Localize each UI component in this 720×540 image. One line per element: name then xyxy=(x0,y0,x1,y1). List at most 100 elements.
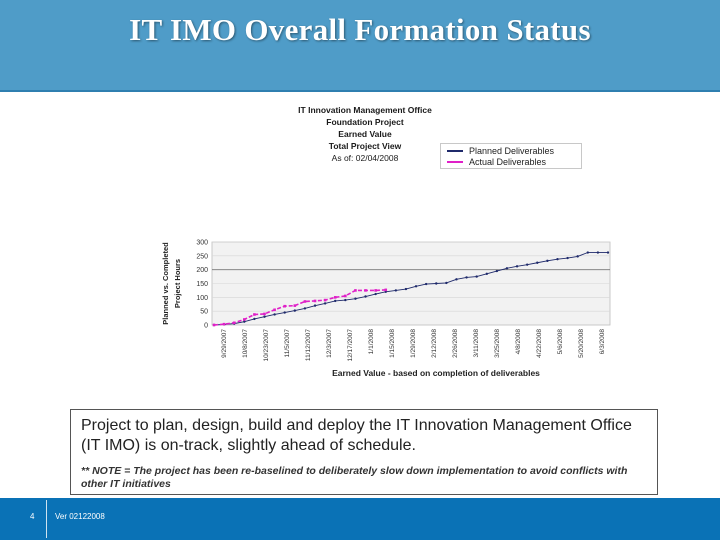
data-point-planned xyxy=(485,272,488,276)
data-point-planned xyxy=(566,256,569,260)
data-point-planned xyxy=(414,285,418,288)
legend-swatch-actual xyxy=(447,160,463,163)
data-point-planned xyxy=(596,251,600,254)
data-point-planned xyxy=(465,276,468,279)
chart-title-line-5: As of: 02/04/2008 xyxy=(331,153,399,163)
legend-label-actual: Actual Deliverables xyxy=(469,156,547,167)
legend-item-planned: Planned Deliverables xyxy=(447,145,554,156)
data-point-planned xyxy=(364,295,367,298)
footer-bar xyxy=(0,498,720,540)
data-point-actual xyxy=(293,304,297,307)
data-point-actual xyxy=(384,288,388,292)
data-point-planned xyxy=(455,278,458,281)
data-point-planned xyxy=(243,320,246,323)
x-tick-label: 5/20/2008 xyxy=(578,329,585,358)
x-tick-label: 4/8/2008 xyxy=(515,329,522,355)
data-point-planned xyxy=(374,292,377,296)
data-point-planned xyxy=(384,290,387,293)
y-tick-label: 250 xyxy=(196,253,208,260)
data-point-actual xyxy=(303,300,307,303)
data-point-planned xyxy=(394,289,398,292)
x-tick-label: 1/29/2008 xyxy=(410,329,417,358)
y-tick-label: 300 xyxy=(196,240,208,247)
slide-title: IT IMO Overall Formation Status xyxy=(129,12,591,47)
y-tick-label: 100 xyxy=(196,295,208,302)
y-tick-label: 50 xyxy=(200,309,208,316)
x-tick-label: 2/26/2008 xyxy=(452,329,459,358)
x-tick-label: 1/15/2008 xyxy=(389,329,396,358)
data-point-actual xyxy=(364,289,367,292)
data-point-planned xyxy=(546,259,549,263)
x-tick-label: 11/5/2007 xyxy=(284,329,291,358)
data-point-actual xyxy=(283,304,287,308)
data-point-actual xyxy=(263,312,266,316)
data-point-actual xyxy=(313,299,317,303)
title-banner: IT IMO Overall Formation Status xyxy=(0,0,720,92)
data-point-actual xyxy=(243,318,246,321)
x-tick-label: 1/1/2008 xyxy=(368,329,375,355)
data-point-planned xyxy=(495,269,499,273)
data-point-planned xyxy=(323,302,327,305)
data-point-actual xyxy=(323,298,327,302)
data-point-actual xyxy=(273,308,276,312)
x-tick-label: 6/3/2008 xyxy=(599,329,606,355)
data-point-actual xyxy=(222,322,226,326)
summary-box: Project to plan, design, build and deplo… xyxy=(70,409,658,495)
earned-value-chart: 0 50 100 150 200 250 300 Planned vs. Completed P… xyxy=(161,240,611,378)
y-tick-label: 150 xyxy=(196,281,208,288)
data-point-planned xyxy=(586,251,589,254)
data-point-planned xyxy=(273,313,276,316)
data-point-planned xyxy=(445,281,448,285)
x-tick-label: 9/29/2007 xyxy=(221,329,228,358)
data-point-actual xyxy=(253,313,256,316)
data-point-planned xyxy=(525,263,529,266)
x-tick-label: 10/23/2007 xyxy=(263,329,270,362)
data-point-planned xyxy=(253,317,256,321)
data-point-planned xyxy=(293,309,297,312)
chart-title-line-3: Earned Value xyxy=(338,129,392,139)
y-axis-label: Planned vs. Completed xyxy=(161,242,170,325)
data-point-planned xyxy=(576,255,579,258)
legend-swatch-planned xyxy=(447,149,463,152)
data-point-actual xyxy=(212,323,216,327)
data-point-planned xyxy=(354,297,357,300)
data-point-planned xyxy=(313,304,317,307)
legend-label-planned: Planned Deliverables xyxy=(469,145,555,156)
chart-title-line-1: IT Innovation Management Office xyxy=(298,105,432,115)
series-line-planned xyxy=(213,252,608,326)
x-tick-label: 4/22/2008 xyxy=(536,329,543,358)
chart-title-line-4: Total Project View xyxy=(328,141,402,151)
data-point-actual xyxy=(354,289,357,292)
x-tick-label: 10/8/2007 xyxy=(242,329,249,358)
data-point-planned xyxy=(404,287,408,291)
footer-divider xyxy=(46,500,47,538)
summary-text: Project to plan, design, build and deplo… xyxy=(81,417,632,454)
x-tick-label: 3/11/2008 xyxy=(473,329,480,358)
x-tick-label: 11/12/2007 xyxy=(305,329,312,361)
data-point-planned xyxy=(344,298,347,302)
x-tick-label: 3/25/2008 xyxy=(494,329,501,358)
y-axis-label: Project Hours xyxy=(173,259,182,308)
x-tick-label: 12/3/2007 xyxy=(326,329,333,358)
data-point-planned xyxy=(303,307,307,310)
data-point-planned xyxy=(263,315,266,318)
data-point-planned xyxy=(475,275,478,278)
legend-item-actual: Actual Deliverables xyxy=(447,156,546,167)
data-point-planned xyxy=(515,265,519,268)
version-label: Ver 02122008 xyxy=(55,512,105,521)
data-point-actual xyxy=(333,296,337,299)
x-tick-label: 12/17/2007 xyxy=(347,329,354,362)
chart-legend: Planned Deliverables Actual Deliverables xyxy=(440,143,582,169)
data-point-planned xyxy=(334,299,337,303)
y-tick-label: 200 xyxy=(196,267,208,274)
data-point-actual xyxy=(374,289,377,292)
x-tick-label: 5/6/2008 xyxy=(557,329,564,355)
data-point-planned xyxy=(505,267,509,270)
data-point-planned xyxy=(435,282,438,285)
data-point-planned xyxy=(606,251,610,254)
data-point-planned xyxy=(536,261,539,264)
y-tick-label: 0 xyxy=(204,323,208,330)
data-point-actual xyxy=(232,321,236,325)
x-axis-label: Earned Value - based on completion of de… xyxy=(332,368,540,378)
slide-number: 4 xyxy=(30,512,35,521)
